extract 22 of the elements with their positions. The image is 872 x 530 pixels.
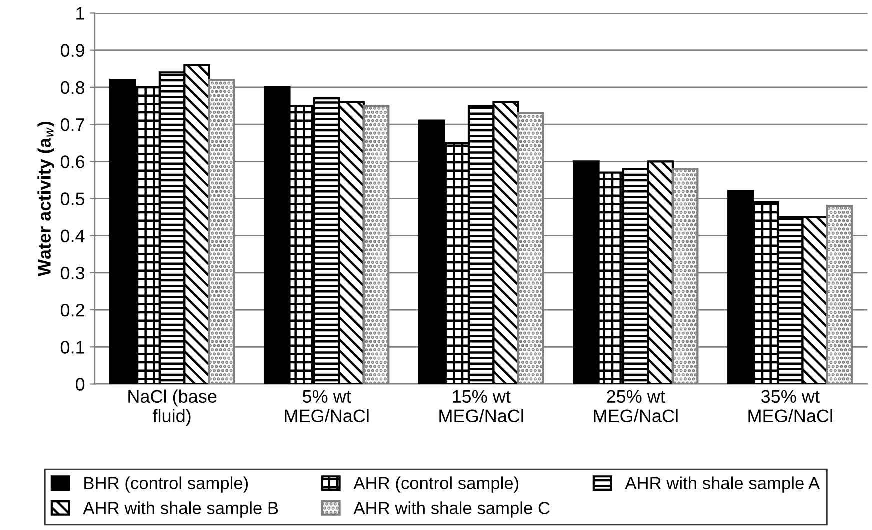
y-tick-label: 0.2	[60, 304, 84, 317]
y-tick-label: 0.8	[60, 81, 85, 94]
y-tick-label: 0.7	[60, 118, 84, 132]
legend-label: AHR (control sample)	[354, 476, 519, 493]
legend-label: AHR with shale sample C	[354, 502, 550, 518]
x-tick-label: 15% wt MEG/NaCl	[440, 390, 524, 423]
y-tick-label: 1	[76, 7, 84, 20]
y-tick-label: 0.4	[60, 230, 85, 243]
legend-label: AHR with shale sample B	[83, 502, 278, 518]
y-tick-label: 0.5	[60, 192, 85, 206]
y-tick-label: 0.1	[60, 341, 84, 354]
legend-label: BHR (control sample)	[84, 476, 248, 493]
y-tick-label: 0.9	[60, 44, 84, 58]
legend-label: AHR with shale sample A	[625, 476, 820, 493]
x-tick-label: 25% wt MEG/NaCl	[594, 390, 678, 423]
x-tick-label: NaCl (base fluid)	[128, 390, 217, 426]
x-tick-label: 5% wt MEG/NaCl	[285, 390, 369, 423]
x-tick-label: 35% wt MEG/NaCl	[748, 390, 832, 423]
y-tick-label: 0	[76, 378, 85, 391]
y-axis-title: Water activity (a$_{w}$)	[38, 122, 55, 277]
y-tick-label: 0.6	[60, 156, 85, 168]
y-tick-label: 0.3	[60, 266, 85, 280]
